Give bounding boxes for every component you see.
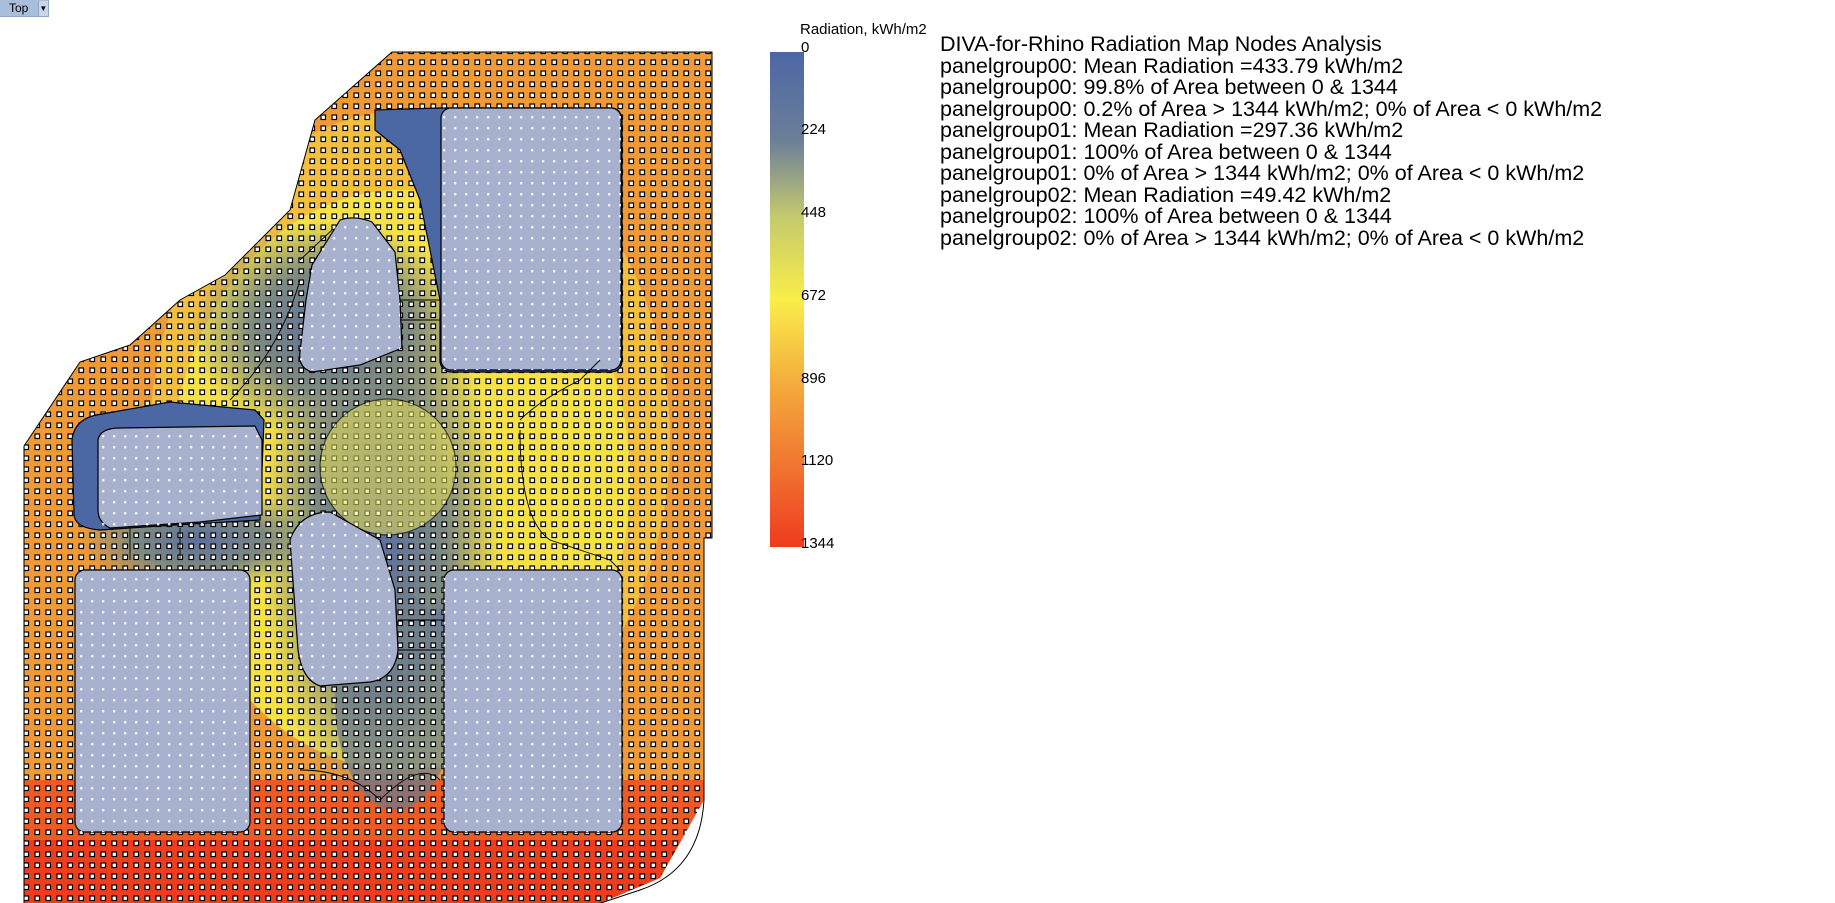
viewport-name[interactable]: Top <box>9 1 29 15</box>
legend-tick: 672 <box>801 287 827 304</box>
analysis-line: panelgroup01: Mean Radiation =297.36 kWh… <box>940 118 1404 142</box>
legend-color-bar <box>770 52 804 547</box>
dropdown-arrow-icon[interactable]: ▼ <box>37 0 48 16</box>
panel-node-overlay <box>75 108 622 832</box>
legend-tick: 224 <box>801 121 827 138</box>
analysis-line: panelgroup00: 0.2% of Area > 1344 kWh/m2… <box>940 96 1603 121</box>
legend-tick: 1120 <box>801 452 834 469</box>
analysis-panel: DIVA-for-Rhino Radiation Map Nodes Analy… <box>940 32 1603 250</box>
analysis-line: panelgroup01: 100% of Area between 0 & 1… <box>940 139 1392 164</box>
site-boundary <box>23 51 713 903</box>
legend-tick: 448 <box>801 204 827 221</box>
legend-tick: 0 <box>801 39 810 56</box>
analysis-line: panelgroup00: 99.8% of Area between 0 & … <box>940 75 1398 99</box>
viewport-tab[interactable]: Top ▼ <box>0 0 49 17</box>
analysis-title: DIVA-for-Rhino Radiation Map Nodes Analy… <box>940 32 1382 56</box>
analysis-line: panelgroup02: 100% of Area between 0 & 1… <box>940 204 1392 228</box>
legend-tick: 896 <box>801 370 827 387</box>
legend-title: Radiation, kWh/m2 <box>800 21 927 38</box>
legend-tick: 1344 <box>801 535 835 552</box>
context-curves <box>129 229 621 801</box>
analysis-line: panelgroup00: Mean Radiation =433.79 kWh… <box>940 53 1404 78</box>
analysis-line: panelgroup02: 0% of Area > 1344 kWh/m2; … <box>940 225 1585 250</box>
analysis-line: panelgroup01: 0% of Area > 1344 kWh/m2; … <box>940 161 1585 185</box>
analysis-line: panelgroup02: Mean Radiation =49.42 kWh/… <box>940 182 1392 207</box>
